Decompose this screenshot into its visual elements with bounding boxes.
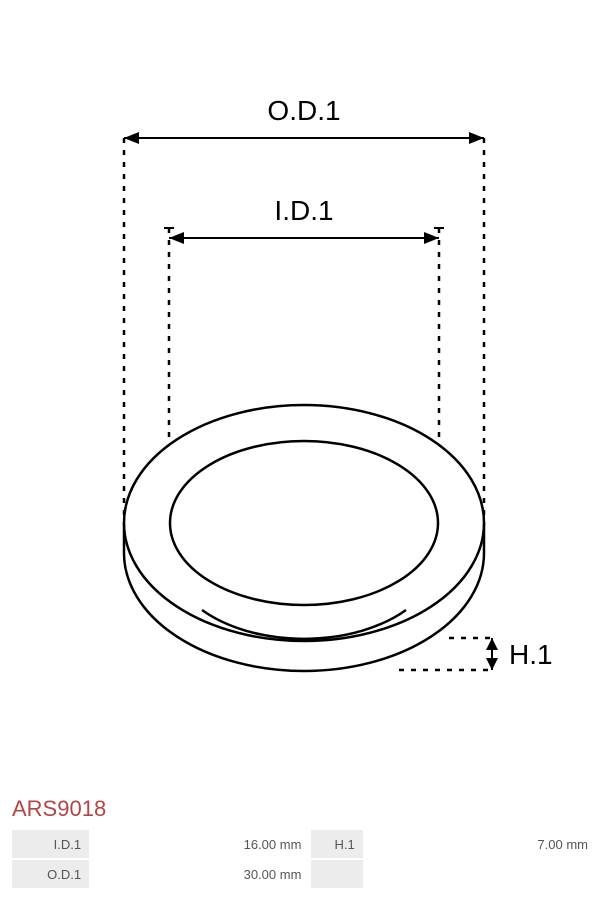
diagram-area: O.D.1 I.D.1 xyxy=(10,10,598,790)
h-label: H.1 xyxy=(509,639,553,670)
spec-label-h: H.1 xyxy=(311,830,362,858)
od-arrow-right xyxy=(469,132,484,144)
washer-diagram: O.D.1 I.D.1 xyxy=(54,80,554,720)
spec-table: I.D.1 16.00 mm H.1 7.00 mm O.D.1 30.00 m… xyxy=(10,828,598,890)
id-label: I.D.1 xyxy=(274,195,333,226)
spec-value-od: 30.00 mm xyxy=(91,860,309,888)
id-arrow-left xyxy=(169,232,184,244)
spec-label-od: O.D.1 xyxy=(12,860,89,888)
page-container: O.D.1 I.D.1 xyxy=(0,0,608,900)
spec-value-id: 16.00 mm xyxy=(91,830,309,858)
spec-value-empty xyxy=(365,860,596,888)
h-arrow-bottom xyxy=(486,658,498,670)
spec-label-empty xyxy=(311,860,362,888)
ring-top-inner xyxy=(170,441,438,605)
table-row: I.D.1 16.00 mm H.1 7.00 mm xyxy=(12,830,596,858)
table-row: O.D.1 30.00 mm xyxy=(12,860,596,888)
od-label: O.D.1 xyxy=(267,95,340,126)
part-number: ARS9018 xyxy=(10,790,598,828)
h-arrow-top xyxy=(486,638,498,650)
spec-label-id: I.D.1 xyxy=(12,830,89,858)
od-arrow-left xyxy=(124,132,139,144)
id-arrow-right xyxy=(424,232,439,244)
spec-value-h: 7.00 mm xyxy=(365,830,596,858)
